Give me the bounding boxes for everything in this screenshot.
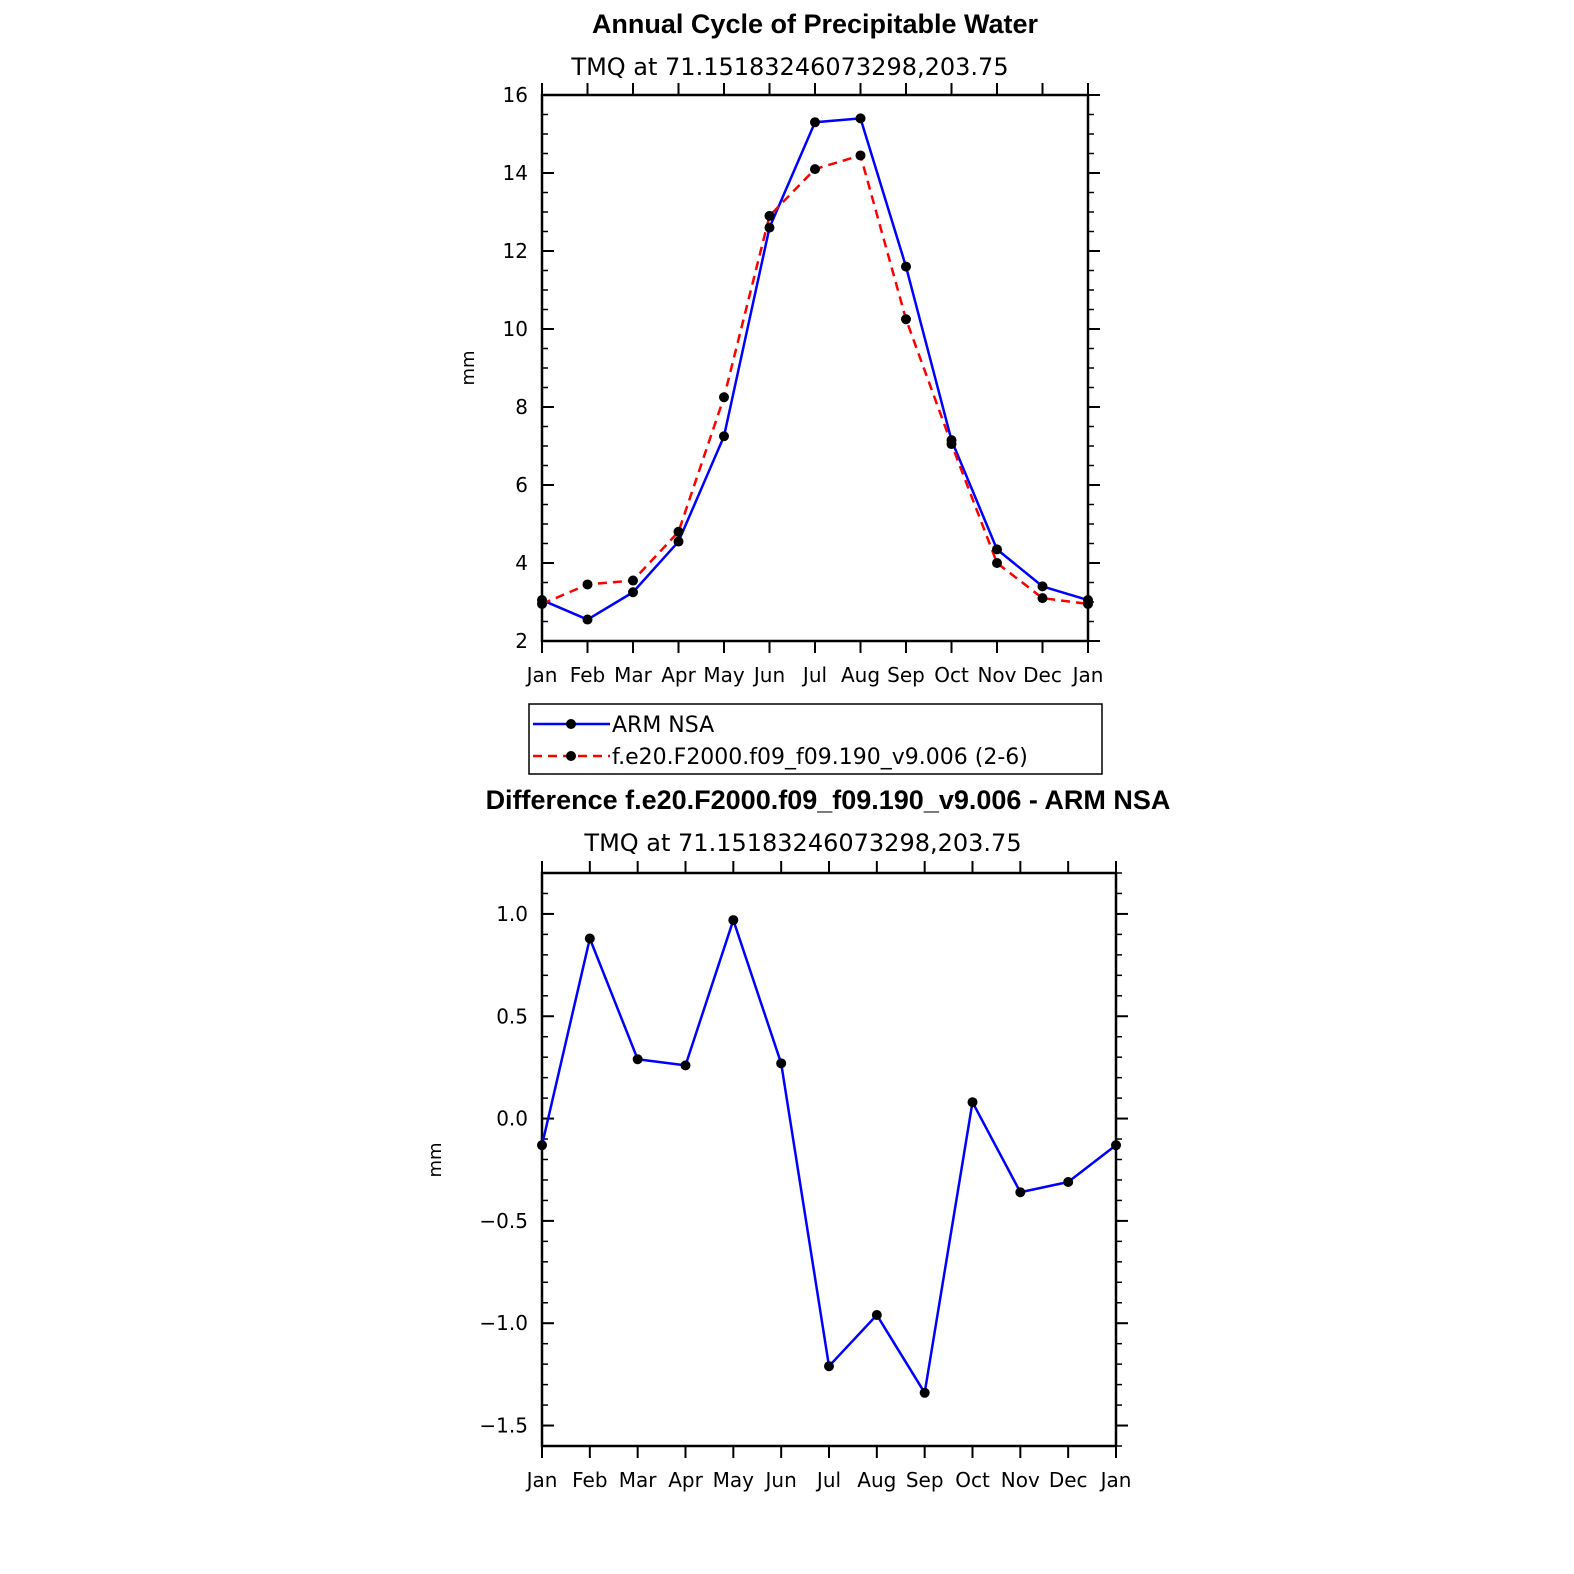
chart-1-xtick-label: Sep [887, 663, 925, 687]
chart-1-series-line-1 [541, 154, 1089, 606]
chart-2-series-layer [537, 915, 1121, 1398]
chart-1-series-0-point [628, 587, 638, 598]
chart-1-xtick-label: May [703, 663, 745, 687]
chart-1-series-1-point [764, 210, 775, 221]
chart-1-series-0-point [855, 113, 866, 124]
chart-1-xtick-label: Jan [1071, 663, 1104, 687]
chart-1-ytick-label: 16 [503, 83, 528, 107]
chart-1-series-1-point [810, 164, 820, 175]
chart-2-xtick-label: Jan [1099, 1468, 1132, 1492]
chart-1-series-0-point [901, 261, 911, 272]
chart-2-ytick-label: 0.5 [496, 1004, 528, 1028]
chart-1-series-0-point [992, 544, 1002, 555]
chart-1-series-0-point [1037, 581, 1048, 592]
chart-1-series-1-point [1037, 593, 1048, 604]
chart-1-series-0-point [582, 614, 593, 625]
chart-2-series-0-point [584, 933, 595, 944]
chart-2-ytick-label: 1.0 [496, 902, 528, 926]
chart-2-series-0-point [537, 1140, 547, 1151]
chart-1-xtick-label: Aug [841, 663, 880, 687]
chart-1-series-0-point [673, 536, 684, 547]
chart-1-series-0-point [764, 222, 775, 233]
chart-2-series-0-point [1015, 1187, 1026, 1198]
legend-marker-model [566, 751, 576, 761]
chart-1-subtitle: TMQ at 71.15183246073298,203.75 [570, 53, 1008, 81]
chart-1-xtick-label: Jan [525, 663, 558, 687]
chart-1-series-1-point [1083, 598, 1093, 609]
chart-2-series-0-point [1063, 1177, 1074, 1188]
chart-1-series-0-point [719, 431, 729, 442]
difference-chart: Difference f.e20.F2000.f09_f09.190_v9.00… [425, 785, 1170, 1492]
legend-label-model: f.e20.F2000.f09_f09.190_v9.006 (2-6) [612, 745, 1028, 770]
chart-1-xtick-label: Oct [934, 663, 969, 687]
legend-marker-arm-nsa [566, 719, 576, 729]
chart-2-subtitle: TMQ at 71.15183246073298,203.75 [583, 829, 1021, 857]
chart-1-ytick-label: 12 [503, 239, 528, 263]
legend-box [528, 703, 1103, 775]
chart-2-xtick-label: Jul [815, 1468, 841, 1492]
chart-1-ytick-label: 6 [515, 473, 528, 497]
chart-2-ytick-label: −0.5 [479, 1209, 528, 1233]
legend-label-arm-nsa: ARM NSA [612, 713, 714, 738]
chart-2-series-line-0 [540, 918, 1117, 1395]
chart-1-series-1-point [628, 575, 638, 586]
chart-1-ylabel: mm [458, 350, 479, 385]
chart-1-series-1-point [946, 439, 957, 450]
chart-2-xtick-label: Dec [1049, 1468, 1088, 1492]
chart-1-ytick-label: 2 [515, 629, 528, 653]
chart-2-series-0-point [632, 1054, 643, 1065]
chart-2-series-0-point [776, 1058, 787, 1069]
chart-1-xtick-label: Jun [752, 663, 785, 687]
chart-1-series-1-point [992, 558, 1002, 568]
chart-2-xtick-label: Oct [955, 1468, 990, 1492]
chart-2-xtick-label: Feb [572, 1468, 607, 1492]
chart-1-ytick-label: 4 [515, 551, 528, 575]
chart-1-xtick-label: Dec [1023, 663, 1062, 687]
chart-2-ytick-label: 0.0 [496, 1107, 528, 1131]
chart-2-series-0-point [919, 1387, 930, 1398]
chart-2-ticks: −1.5 −1.0 −0.5 0.0 0.5 1.0 Jan Feb Mar Apr May Jun J… [479, 861, 1131, 1492]
chart-1-series-1-point [719, 392, 729, 403]
chart-1-series-1-point [537, 598, 547, 609]
chart-1-ytick-label: 10 [503, 317, 528, 341]
chart-2-xtick-label: Jan [525, 1468, 558, 1492]
chart-1-xtick-label: Apr [661, 663, 696, 687]
chart-2-xtick-label: Jun [764, 1468, 797, 1492]
chart-2-ytick-label: −1.0 [479, 1311, 528, 1335]
chart-2-series-0-point [680, 1060, 691, 1071]
annual-cycle-chart: Annual Cycle of Precipitable Water TMQ a… [458, 9, 1104, 775]
chart-2-xtick-label: Apr [668, 1468, 703, 1492]
chart-2-series-0-point [728, 915, 739, 926]
chart-2-series-0-point [1111, 1140, 1121, 1151]
chart-1-title: Annual Cycle of Precipitable Water [592, 9, 1039, 39]
chart-1-xtick-label: Feb [570, 663, 605, 687]
chart-1-xtick-label: Jul [801, 663, 827, 687]
chart-2-title: Difference f.e20.F2000.f09_f09.190_v9.00… [486, 785, 1171, 815]
chart-2-series-0-point [824, 1361, 834, 1372]
chart-2-xtick-label: Sep [906, 1468, 944, 1492]
chart-1-series-1-point [901, 314, 911, 325]
chart-1-plot-frame [540, 93, 1090, 643]
chart-2-xtick-label: Mar [619, 1468, 658, 1492]
chart-1-xtick-label: Mar [614, 663, 653, 687]
chart-1-ytick-label: 8 [515, 395, 528, 419]
chart-1-series-1-point [855, 150, 866, 161]
chart-1-series-1-point [582, 579, 593, 590]
chart-2-ytick-label: −1.5 [479, 1414, 528, 1438]
chart-1-series-0-point [810, 117, 820, 128]
chart-1-series-1-point [673, 526, 684, 537]
chart-1-series-layer [537, 113, 1093, 625]
chart-1-legend: ARM NSA f.e20.F2000.f09_f09.190_v9.006 (… [528, 703, 1103, 775]
chart-1-ytick-label: 14 [503, 161, 528, 185]
chart-2-series-0-point [871, 1310, 882, 1321]
chart-2-xtick-label: Aug [857, 1468, 896, 1492]
chart-2-xtick-label: Nov [1001, 1468, 1040, 1492]
chart-2-ylabel: mm [425, 1142, 446, 1177]
chart-2-xtick-label: May [713, 1468, 755, 1492]
chart-2-series-0-point [967, 1097, 978, 1108]
chart-1-ticks: 2 4 6 8 10 12 14 16 Jan Feb Mar Apr May Jun Jul Aug Sep O… [503, 83, 1104, 687]
chart-1-series-line-0 [541, 117, 1089, 621]
chart-1-xtick-label: Nov [977, 663, 1016, 687]
